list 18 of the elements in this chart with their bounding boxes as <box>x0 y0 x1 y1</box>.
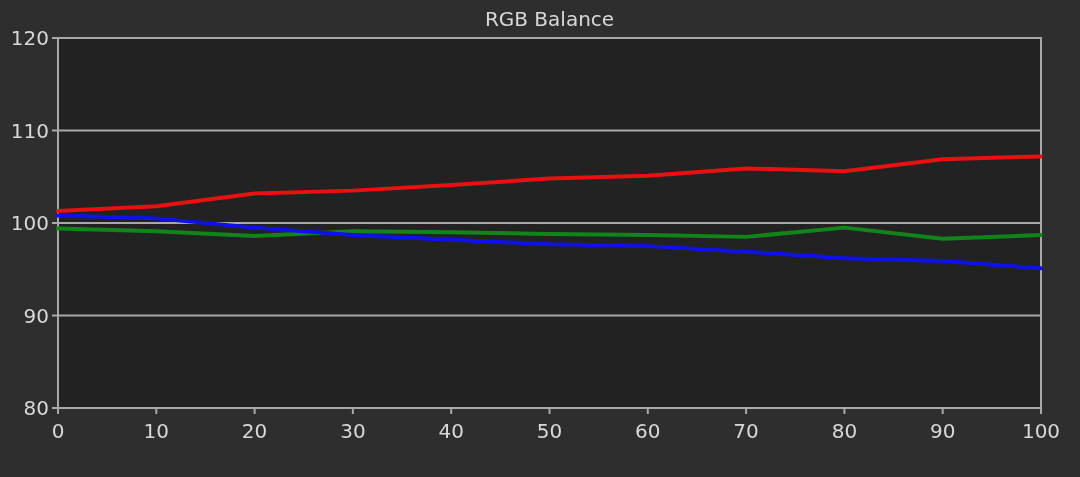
y-tick-label: 80 <box>23 396 49 420</box>
x-tick-label: 0 <box>51 419 65 443</box>
chart-title: RGB Balance <box>484 7 615 31</box>
x-tick-label: 100 <box>1021 419 1061 443</box>
x-tick-label: 40 <box>438 419 464 443</box>
x-tick-label: 90 <box>929 419 956 443</box>
x-tick-label: 80 <box>831 419 858 443</box>
x-tick-label: 50 <box>536 419 563 443</box>
x-tick-label: 10 <box>143 419 170 443</box>
x-tick-label: 20 <box>241 419 268 443</box>
line-series <box>56 154 1043 213</box>
x-tick-label: 70 <box>733 419 759 443</box>
x-tick-label: 30 <box>340 419 366 443</box>
x-tick-label: 60 <box>635 419 661 443</box>
y-tick-label: 90 <box>23 303 49 328</box>
y-tick-label: 120 <box>10 26 49 50</box>
y-tick-label: 110 <box>10 118 49 143</box>
y-tick-label: 100 <box>10 211 49 235</box>
